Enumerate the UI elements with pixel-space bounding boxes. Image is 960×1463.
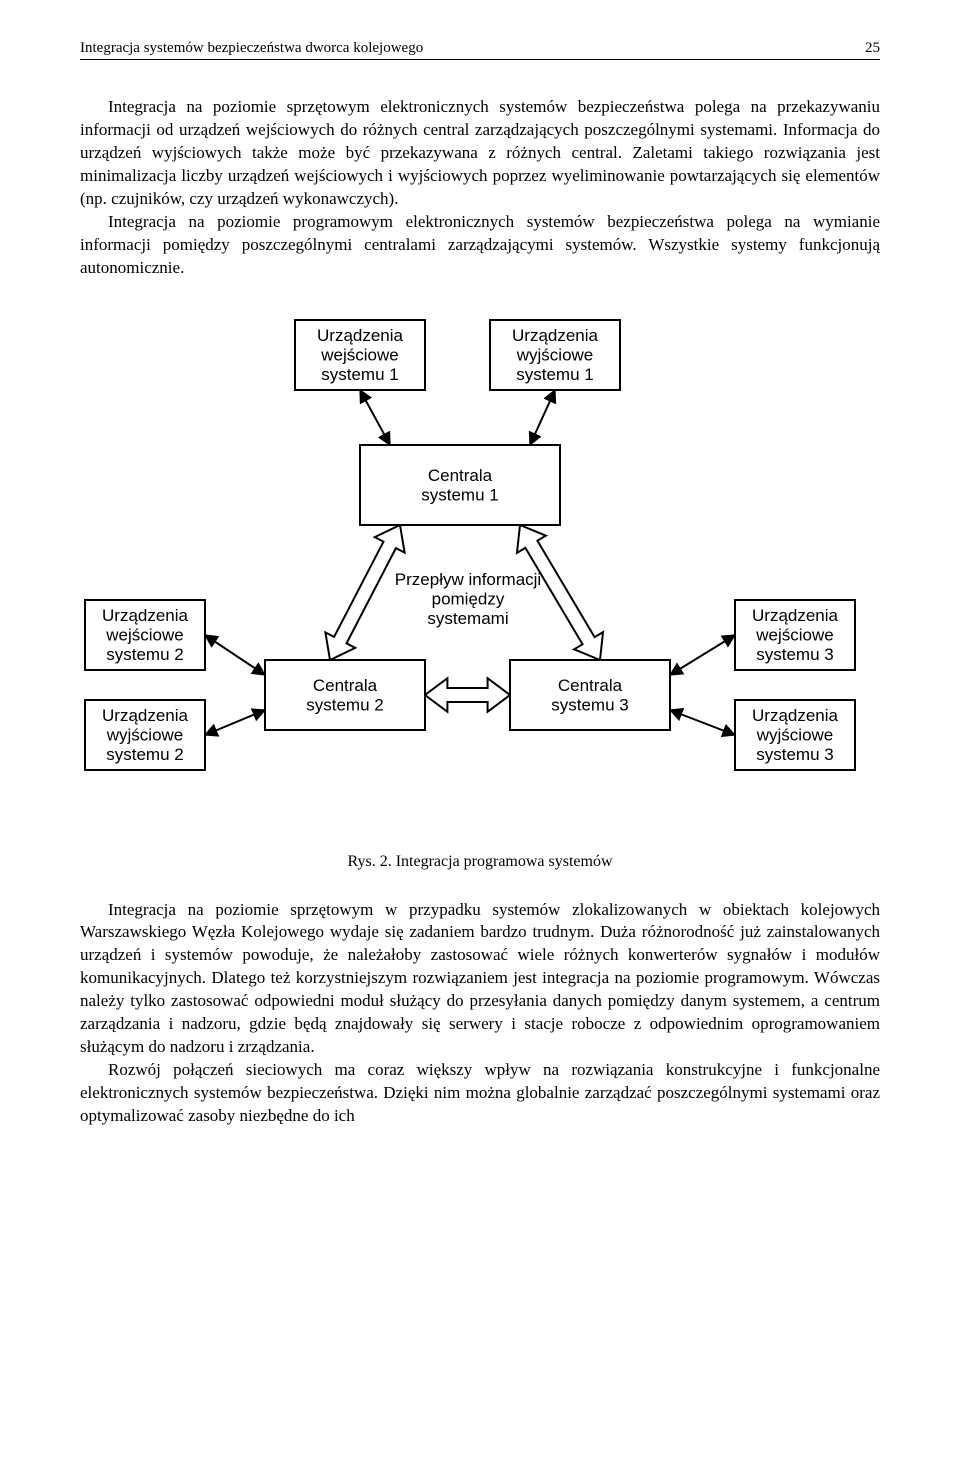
paragraph-1: Integracja na poziomie sprzętowym elektr… bbox=[80, 96, 880, 211]
svg-text:wyjściowe: wyjściowe bbox=[516, 345, 594, 364]
figure-caption: Rys. 2. Integracja programowa systemów bbox=[80, 853, 880, 871]
svg-text:wyjściowe: wyjściowe bbox=[106, 725, 184, 744]
svg-text:systemami: systemami bbox=[427, 609, 508, 628]
svg-text:Urządzenia: Urządzenia bbox=[317, 325, 404, 344]
svg-text:systemu 3: systemu 3 bbox=[551, 695, 628, 714]
svg-text:systemu 3: systemu 3 bbox=[756, 745, 833, 764]
svg-text:wejściowe: wejściowe bbox=[320, 345, 398, 364]
svg-text:wejściowe: wejściowe bbox=[755, 625, 833, 644]
svg-text:systemu 1: systemu 1 bbox=[421, 485, 498, 504]
header-title: Integracja systemów bezpieczeństwa dworc… bbox=[80, 40, 423, 57]
svg-text:systemu 2: systemu 2 bbox=[106, 745, 183, 764]
paragraph-2: Integracja na poziomie programowym elekt… bbox=[80, 211, 880, 280]
svg-text:Urządzenia: Urządzenia bbox=[512, 325, 599, 344]
svg-text:systemu 2: systemu 2 bbox=[106, 645, 183, 664]
paragraph-4: Rozwój połączeń sieciowych ma coraz więk… bbox=[80, 1059, 880, 1128]
svg-text:pomiędzy: pomiędzy bbox=[432, 589, 505, 608]
svg-text:Urządzenia: Urządzenia bbox=[102, 605, 189, 624]
svg-text:wejściowe: wejściowe bbox=[105, 625, 183, 644]
svg-text:Urządzenia: Urządzenia bbox=[102, 705, 189, 724]
svg-text:Centrala: Centrala bbox=[558, 675, 623, 694]
svg-text:Przepływ informacji: Przepływ informacji bbox=[395, 570, 541, 589]
svg-text:systemu 1: systemu 1 bbox=[516, 365, 593, 384]
figure-2: Urządzeniawejściowesystemu 1Urządzeniawy… bbox=[80, 310, 880, 835]
svg-text:wyjściowe: wyjściowe bbox=[756, 725, 834, 744]
svg-text:Centrala: Centrala bbox=[428, 465, 493, 484]
svg-text:systemu 2: systemu 2 bbox=[306, 695, 383, 714]
svg-text:systemu 1: systemu 1 bbox=[321, 365, 398, 384]
svg-text:Urządzenia: Urządzenia bbox=[752, 605, 839, 624]
svg-text:systemu 3: systemu 3 bbox=[756, 645, 833, 664]
figure-svg: Urządzeniawejściowesystemu 1Urządzeniawy… bbox=[80, 310, 880, 830]
svg-text:Urządzenia: Urządzenia bbox=[752, 705, 839, 724]
svg-text:Centrala: Centrala bbox=[313, 675, 378, 694]
running-header: Integracja systemów bezpieczeństwa dworc… bbox=[80, 40, 880, 60]
page-number: 25 bbox=[865, 40, 880, 57]
paragraph-3: Integracja na poziomie sprzętowym w przy… bbox=[80, 899, 880, 1060]
